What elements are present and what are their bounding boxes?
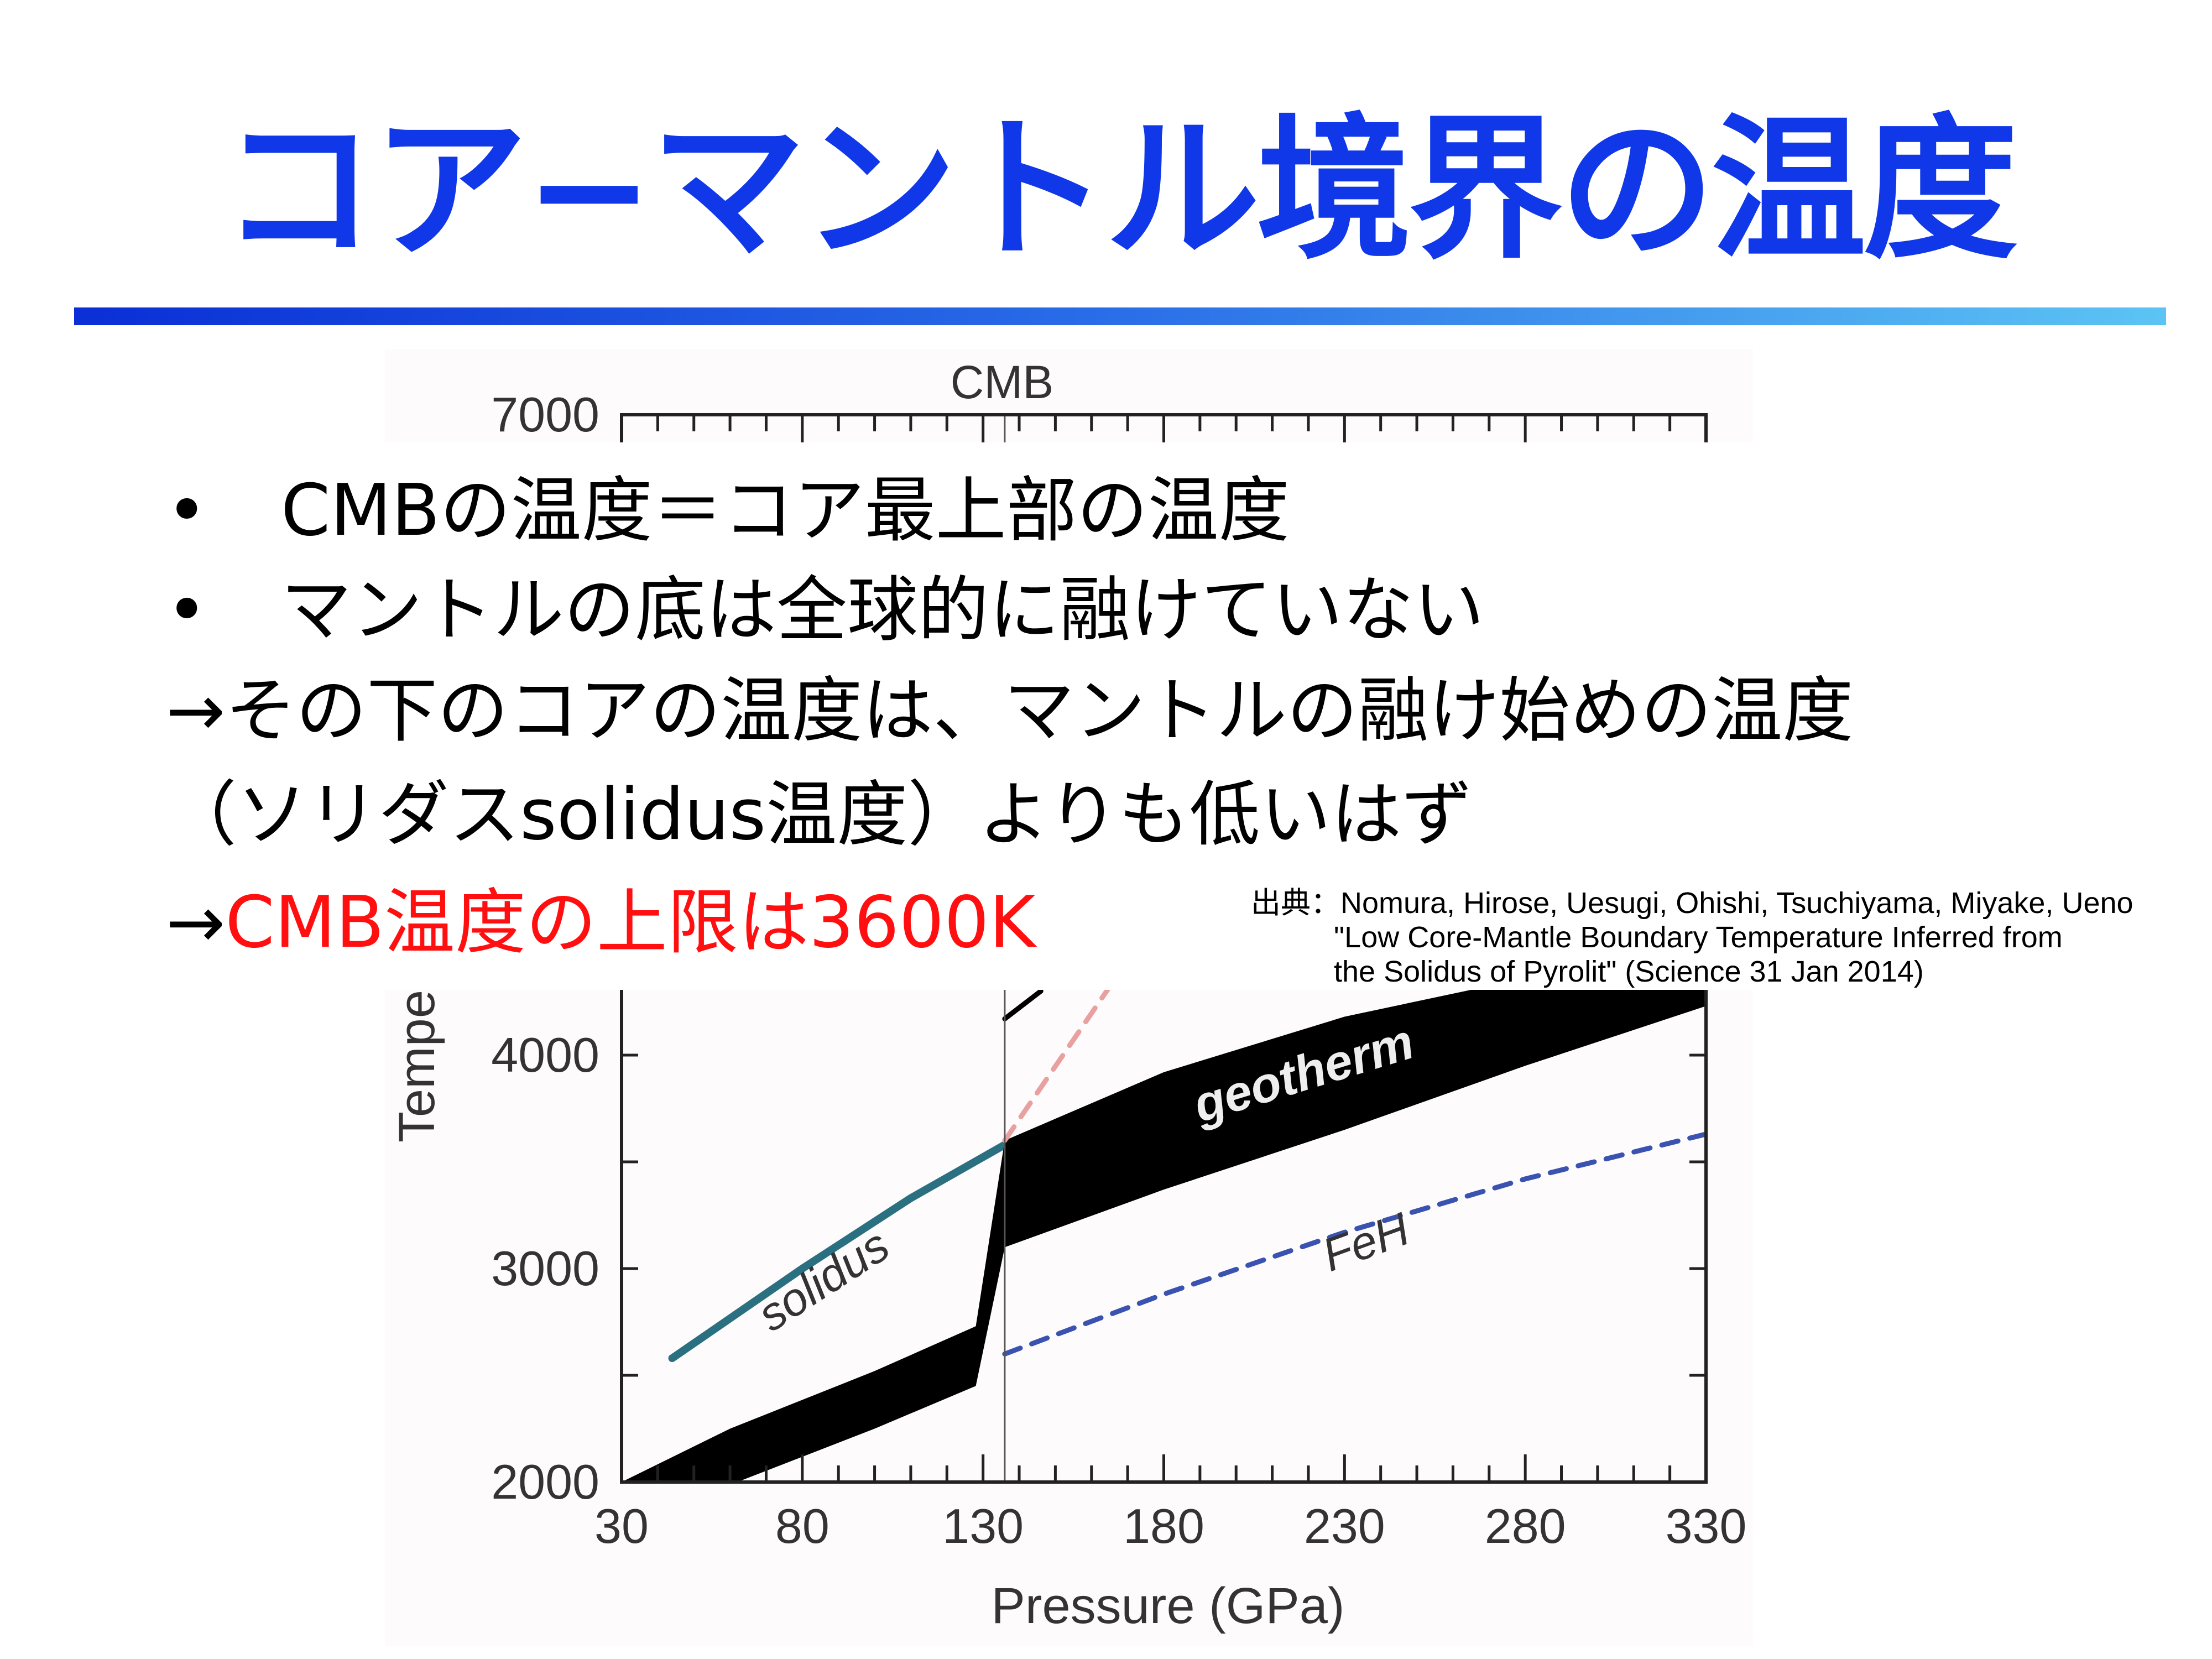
arrow: → — [166, 881, 226, 964]
x-tick-label: 30 — [594, 1499, 649, 1553]
y-tick-label: 4000 — [491, 1027, 599, 1082]
cmb-label: CMB — [951, 356, 1054, 408]
citation-title-2: the Solidus of Pyrolit" (Science 31 Jan … — [1334, 955, 1924, 988]
citation: 出典：Nomura, Hirose, Uesugi, Ohishi, Tsuch… — [1251, 886, 2133, 989]
x-tick-label: 130 — [942, 1499, 1024, 1553]
x-axis-label: Pressure (GPa) — [991, 1578, 1344, 1634]
geotherm-band — [622, 948, 1706, 1482]
x-tick-label: 230 — [1304, 1499, 1385, 1553]
citation-title-1: "Low Core-Mantle Boundary Temperature In… — [1334, 921, 2063, 954]
bullet-marker: • — [166, 469, 208, 552]
body-line-2: （ソリダスsolidus温度）よりも低いはず — [166, 774, 1473, 856]
x-tick-label: 280 — [1485, 1499, 1566, 1553]
citation-label: 出典： — [1251, 886, 1340, 920]
bullet-text: マントルの底は全球的に融けていない — [281, 569, 1485, 651]
citation-authors: Nomura, Hirose, Uesugi, Ohishi, Tsuchiya… — [1340, 886, 2133, 920]
conclusion-line: →CMB温度の上限は3600K — [166, 888, 1036, 958]
y-tick-label: 2000 — [491, 1454, 599, 1509]
x-tick-label: 80 — [775, 1499, 830, 1553]
bullet-1: • CMBの温度＝コア最上部の温度 — [166, 476, 1290, 546]
x-tick-label: 330 — [1666, 1499, 1747, 1553]
y-tick-label: 7000 — [491, 387, 599, 442]
title-divider — [74, 307, 2166, 325]
y-tick-label: 3000 — [491, 1241, 599, 1296]
feh-line — [1002, 1131, 1706, 1357]
body-line-1: →その下のコアの温度は、マントルの融け始めの温度 — [166, 670, 1854, 752]
solidus-line — [668, 1141, 1009, 1363]
y-axis-label: Tempe — [389, 990, 445, 1142]
slide-title: コア−マントル境界の温度 — [221, 100, 2018, 280]
conclusion-text: CMB温度の上限は3600K — [225, 881, 1036, 964]
series-3-line — [1002, 984, 1112, 1143]
x-tick-label: 180 — [1123, 1499, 1204, 1553]
text-overlay-background — [382, 442, 1764, 990]
bullet-2: • マントルの底は全球的に融けていない — [166, 575, 1484, 646]
bullet-marker: • — [166, 569, 208, 651]
series-4-line — [1002, 988, 1044, 1021]
bullet-text: CMBの温度＝コア最上部の温度 — [281, 469, 1290, 552]
